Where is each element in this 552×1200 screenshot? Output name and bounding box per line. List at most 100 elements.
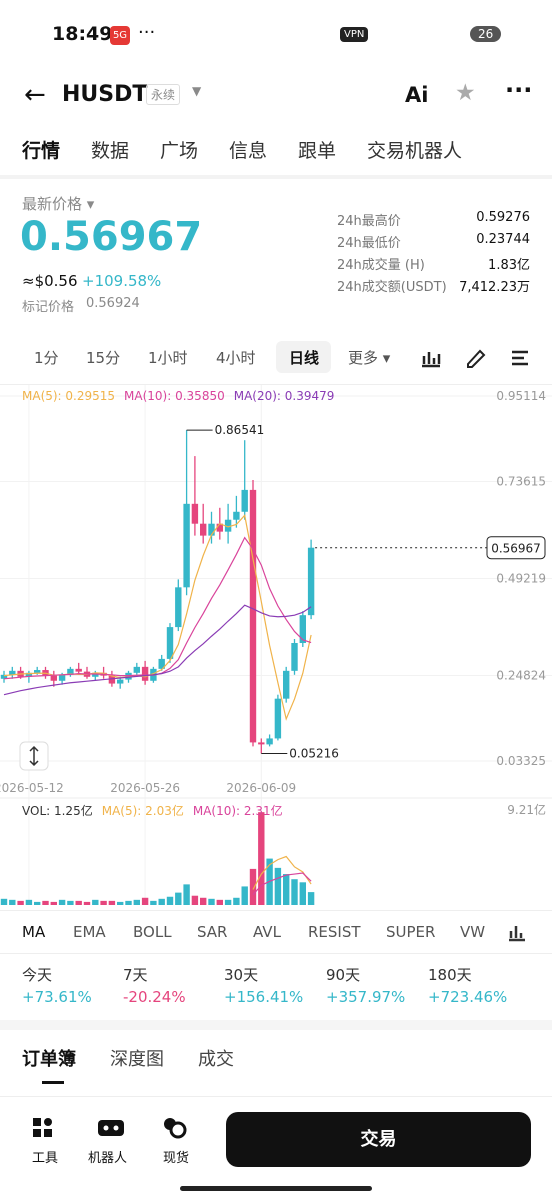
tab[interactable]: 信息 (229, 140, 268, 162)
dropdown[interactable]: ▼ (192, 84, 202, 98)
volume-bar (150, 900, 157, 905)
candle-body (92, 672, 99, 677)
volume-bar (274, 867, 282, 905)
candle-body (183, 503, 190, 588)
order-tab[interactable]: 订单簿 (22, 1049, 76, 1070)
tools-icon (33, 1118, 41, 1126)
candle-body (25, 672, 33, 677)
candle-body (166, 627, 174, 659)
candle-body (50, 675, 57, 681)
high-label: 0.86541 (215, 423, 265, 437)
mark-label: 标记价格 (22, 300, 75, 315)
menu[interactable]: ··· (505, 76, 533, 104)
interval[interactable]: 更多 ▾ (348, 349, 391, 367)
candle-body (67, 668, 74, 675)
volume-bar (166, 896, 174, 905)
interval[interactable]: 日线 (289, 349, 320, 367)
interval[interactable]: 1小时 (148, 349, 188, 367)
nav-item[interactable]: 机器人 (88, 1151, 128, 1166)
interval-highlight (276, 341, 331, 373)
candle-body (158, 658, 165, 669)
x-tick-label: 2026-06-09 (226, 781, 296, 795)
vol-ma-legend: MA(5): 2.03亿 (102, 803, 184, 818)
candle-body (299, 615, 306, 643)
candle-body (9, 670, 16, 675)
indicator[interactable]: SUPER (386, 923, 436, 941)
notify-badge: 5G (110, 26, 130, 45)
volume-bar (117, 901, 124, 905)
candle-body (133, 666, 140, 673)
indicator[interactable]: AVL (253, 923, 281, 941)
change: +109.58% (82, 272, 162, 290)
separator (0, 953, 552, 954)
interval[interactable]: 15分 (86, 349, 121, 367)
battery: 26 (470, 26, 502, 42)
volume-bar (191, 895, 199, 905)
settings-icon[interactable] (512, 350, 528, 366)
robot-eye (103, 1125, 109, 1131)
clock: 18:49 (52, 23, 113, 45)
period-change: +73.61% (22, 988, 92, 1006)
kline-chart: 0.95114 0.73615 0.49219 0.24824 0.03325 2026-… (0, 385, 552, 905)
vol-ma-line (252, 872, 312, 896)
nav-item[interactable]: 工具 (32, 1151, 59, 1166)
candle-body (191, 503, 199, 524)
volume-bar (58, 899, 66, 905)
indicator[interactable]: RESIST (308, 923, 361, 941)
robot-icon (98, 1120, 124, 1136)
order-tab[interactable]: 深度图 (110, 1049, 164, 1070)
tab[interactable]: 跟单 (298, 140, 337, 162)
tab[interactable]: 数据 (91, 140, 130, 162)
indicator[interactable]: VW (460, 923, 486, 941)
x-tick-label: 2026-05-26 (110, 781, 180, 795)
volume-bar (83, 901, 91, 905)
trade-button[interactable]: 交易 (226, 1112, 531, 1167)
candle-body (258, 742, 265, 745)
indicator[interactable]: MA (22, 923, 46, 941)
indicator[interactable]: BOLL (133, 923, 172, 941)
spot-icon (169, 1121, 187, 1139)
back-button[interactable]: ← (24, 80, 46, 110)
candle-body (307, 547, 315, 616)
vol-ma-line (252, 855, 312, 890)
fiat-price: ≈$0.56 (22, 272, 78, 290)
volume-bar (233, 897, 240, 905)
volume-bar (0, 898, 8, 905)
order-tab[interactable]: 成交 (198, 1049, 234, 1070)
favorite[interactable]: ★ (455, 80, 476, 106)
symbol: HUSDT (62, 82, 148, 107)
volume-bar (100, 900, 107, 905)
low-label: 0.05216 (289, 746, 339, 760)
volume-bar (25, 899, 33, 905)
nav-icons (33, 1118, 187, 1139)
tab-underline (42, 1081, 64, 1084)
contract-tag: 永续 (146, 84, 181, 105)
indicator[interactable]: SAR (197, 923, 228, 941)
stat-label: 24h最低价 (337, 236, 401, 251)
draw-icon[interactable] (467, 349, 486, 368)
candle-body (34, 670, 41, 673)
volume-bar (133, 899, 140, 905)
volume-bar (75, 900, 82, 905)
interval[interactable]: 1分 (34, 349, 59, 367)
period-change: +357.97% (326, 988, 406, 1006)
candle-body (208, 523, 215, 536)
divider (0, 175, 552, 179)
tab[interactable]: 行情 (22, 140, 61, 162)
more-status: ··· (138, 22, 156, 43)
stat-value: 1.83亿 (488, 258, 530, 273)
period-change: +156.41% (224, 988, 304, 1006)
indicator-settings[interactable] (507, 922, 527, 942)
tab[interactable]: 交易机器人 (367, 140, 463, 162)
stat-value: 0.59276 (476, 210, 530, 225)
candle-body (233, 511, 240, 520)
ai-button[interactable]: Ai (405, 83, 429, 107)
interval[interactable]: 4小时 (216, 349, 256, 367)
candle-body (216, 523, 223, 532)
stat-label: 24h最高价 (337, 214, 401, 229)
tab[interactable]: 广场 (160, 140, 199, 162)
chart-type-icon[interactable] (422, 352, 441, 368)
nav-item[interactable]: 现货 (163, 1151, 190, 1166)
indicator[interactable]: EMA (73, 923, 106, 941)
ma-legend: MA(10): 0.35850 (124, 389, 225, 403)
